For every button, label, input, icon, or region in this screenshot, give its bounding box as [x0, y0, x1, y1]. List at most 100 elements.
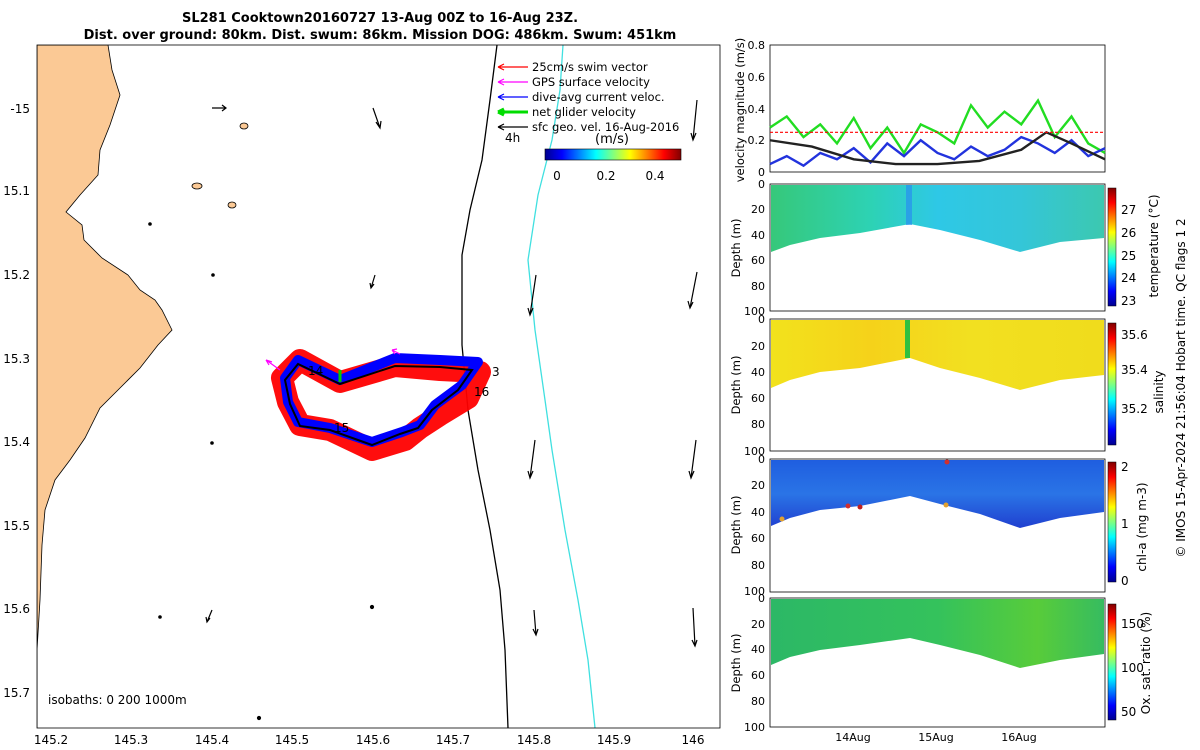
- title-line-2: Dist. over ground: 80km. Dist. swum: 86k…: [84, 28, 677, 43]
- credit-text: © IMOS 15-Apr-2024 21:56:04 Hobart time.…: [1174, 218, 1188, 557]
- legend-net-line: [497, 107, 528, 117]
- y-tick-label: -15: [10, 102, 30, 116]
- day-label: 16: [474, 385, 489, 399]
- y-tick-label: 80: [751, 418, 765, 431]
- dive-avg-current: [280, 353, 483, 447]
- current-dot: [256, 715, 262, 721]
- salinity-cbar-ticks: 35.6 35.4 35.2: [1121, 328, 1148, 416]
- chla-point: [779, 516, 785, 522]
- current-arrow: [688, 439, 697, 480]
- y-tick-label: 60: [751, 532, 765, 545]
- x-tick-label: 145.3: [114, 733, 148, 747]
- salinity-ylabel: Depth (m): [729, 356, 743, 415]
- current-dot: [148, 222, 152, 226]
- y-tick-label: 80: [751, 695, 765, 708]
- island: [227, 201, 237, 209]
- y-tick-label: 20: [751, 479, 765, 492]
- y-tick-label: 80: [751, 280, 765, 293]
- cbar-tick: 23: [1121, 294, 1136, 308]
- y-tick-label: 40: [751, 643, 765, 656]
- y-tick-label: 40: [751, 366, 765, 379]
- gps-vector: [391, 348, 401, 355]
- x-tick-label: 145.9: [597, 733, 631, 747]
- oxygen-colorbar: [1107, 603, 1117, 721]
- current-arrow: [527, 439, 536, 480]
- time-x-axis: 14Aug 15Aug 16Aug: [835, 731, 1036, 744]
- chla-point: [857, 504, 863, 510]
- isobath-1000: [527, 45, 596, 728]
- title-line-1: SL281 Cooktown20160727 13-Aug 00Z to 16-…: [182, 11, 578, 26]
- legend-item: dive-avg current veloc.: [497, 90, 665, 104]
- y-tick-label: 100: [744, 721, 765, 734]
- day-label: 15: [334, 421, 349, 435]
- x-tick-label: 16Aug: [1001, 731, 1036, 744]
- salinity-cbar-label: salinity: [1152, 370, 1166, 413]
- y-tick-label: 0: [758, 178, 765, 191]
- map-axes-box: [36, 44, 721, 729]
- temperature-ylabel: Depth (m): [729, 219, 743, 278]
- x-tick-label: 145.6: [356, 733, 390, 747]
- y-tick-label: 0.2: [748, 134, 766, 147]
- current-dot: [369, 604, 375, 610]
- temperature-cbar-ticks: 27 26 25 24 23: [1121, 203, 1136, 308]
- x-tick-label: 14Aug: [835, 731, 870, 744]
- map-colorbar: (m/s) 0 0.2 0.4: [544, 132, 682, 183]
- x-tick-label: 145.5: [275, 733, 309, 747]
- x-tick-label: 145.2: [34, 733, 68, 747]
- isobaths-label: isobaths: 0 200 1000m: [48, 693, 187, 707]
- map-x-axis: 145.2 145.3 145.4 145.5 145.6 145.7 145.…: [34, 733, 705, 747]
- y-tick-label: 60: [751, 392, 765, 405]
- cbar-tick: 35.4: [1121, 363, 1148, 377]
- y-tick-label: 15.5: [3, 519, 30, 533]
- y-tick-label: 0: [758, 166, 765, 179]
- chla-section: [771, 460, 1104, 528]
- y-tick-label: 20: [751, 340, 765, 353]
- gps-vector: [265, 359, 281, 371]
- y-tick-label: 80: [751, 559, 765, 572]
- legend-swim-line: [497, 63, 528, 71]
- colorbar-tick: 0: [553, 169, 561, 183]
- glider-track: 14 15 16 3: [265, 348, 500, 461]
- cbar-tick: 25: [1121, 249, 1136, 263]
- velocity-panel: 0 0.2 0.4 0.6 0.8 velocity magnitude (m/…: [733, 38, 1106, 183]
- map-panel: 14 15 16 3 145.2 145.3 145.4 145.5 145.6…: [3, 44, 721, 747]
- x-tick-label: 145.7: [436, 733, 470, 747]
- x-tick-label: 15Aug: [918, 731, 953, 744]
- y-tick-label: 15.3: [3, 352, 30, 366]
- current-dot: [210, 441, 214, 445]
- chla-ylabel: Depth (m): [729, 496, 743, 555]
- island: [239, 122, 249, 130]
- velocity-series-dive-avg-current-veloc-: [769, 135, 1106, 168]
- legend-gps-label: GPS surface velocity: [532, 75, 650, 89]
- y-tick-label: 20: [751, 203, 765, 216]
- velocity-series-sfc-geo-vel-: [769, 130, 1106, 166]
- current-arrow: [205, 609, 213, 624]
- legend-item: sfc geo. vel. 16-Aug-2016: [497, 120, 679, 134]
- legend-geo-line: [497, 123, 528, 131]
- velocity-ylabel: velocity magnitude (m/s): [733, 38, 747, 183]
- chla-y-axis: 0 20 40 60 80 100: [744, 453, 765, 598]
- legend-gps-line: [497, 78, 528, 86]
- salinity-colorbar: [1107, 322, 1117, 446]
- chla-point: [845, 503, 851, 509]
- legend-time-label: 4h: [505, 131, 520, 145]
- current-arrow: [687, 271, 698, 310]
- y-tick-label: 100: [744, 445, 765, 458]
- y-tick-label: 60: [751, 254, 765, 267]
- temperature-section: [771, 185, 1104, 252]
- oxygen-section: [771, 599, 1104, 668]
- legend-current-label: dive-avg current veloc.: [532, 90, 665, 104]
- chla-colorbar: [1107, 461, 1117, 583]
- legend-current-line: [497, 93, 528, 101]
- y-tick-label: 60: [751, 669, 765, 682]
- cbar-tick: 0: [1121, 574, 1129, 588]
- current-arrow: [212, 104, 227, 112]
- chla-cbar-ticks: 2 1 0: [1121, 460, 1129, 588]
- current-arrow: [532, 609, 539, 637]
- temperature-anomaly: [906, 185, 912, 225]
- x-tick-label: 145.4: [195, 733, 229, 747]
- geo-velocity-arrows: [148, 99, 698, 721]
- salinity-panel: 0 20 40 60 80 100 Depth (m) 35.6 35.4 35…: [729, 313, 1166, 458]
- y-tick-label: 15.1: [3, 184, 30, 198]
- y-tick-label: 0.4: [748, 103, 766, 116]
